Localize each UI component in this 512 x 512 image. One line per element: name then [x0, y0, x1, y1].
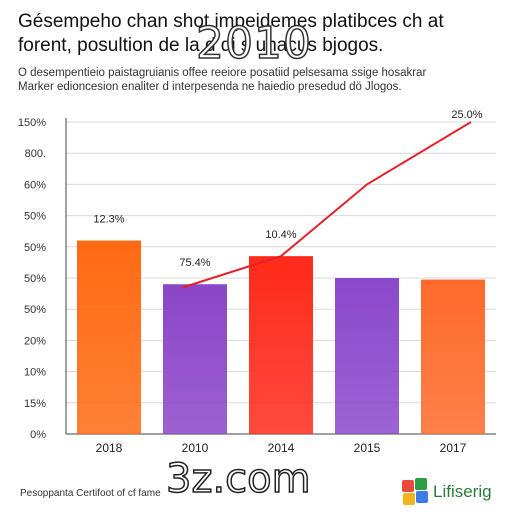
y-tick-label: 50% — [24, 242, 46, 254]
y-tick-label: 20% — [24, 335, 46, 347]
overlay-watermark-bottom: 3z.com — [165, 455, 311, 503]
y-tick-label: 10% — [24, 367, 46, 379]
chart-title: Gésempeho chan shot impeidemes platibces… — [18, 10, 498, 58]
title-line-2: forent, posultion de la d di s unacus bj… — [18, 35, 384, 56]
x-tick-label: 2018 — [96, 441, 123, 455]
trend-end-label: 25.0% — [451, 109, 482, 121]
y-tick-label: 15% — [24, 398, 46, 410]
x-tick-label: 2015 — [354, 441, 381, 455]
logo-squares-icon — [402, 478, 430, 506]
footer-note: Pesoppanta Certifoot of cf fame — [20, 488, 161, 499]
subtitle-line-1: O desempentieio paistagruianis offee ree… — [18, 67, 427, 79]
title-line-1: Gésempeho chan shot impeidemes platibces… — [18, 11, 444, 32]
logo-text: Lifiserig — [433, 482, 492, 501]
x-tick-label: 2017 — [440, 441, 467, 455]
y-tick-label: 50% — [24, 304, 46, 316]
y-tick-label: 60% — [24, 179, 46, 191]
brand-logo: Lifiserig — [402, 478, 492, 506]
y-tick-label: 800. — [25, 148, 46, 160]
bar — [335, 278, 399, 434]
y-tick-label: 50% — [24, 273, 46, 285]
x-tick-label: 2014 — [268, 441, 295, 455]
y-tick-label: 0% — [30, 429, 46, 441]
subtitle-line-2: Marker edioncesion enaliter d interpesen… — [18, 81, 402, 93]
bar-value-label: 10.4% — [265, 229, 296, 241]
trend-line — [182, 121, 472, 289]
bar — [77, 240, 141, 434]
bar-value-label: 75.4% — [179, 257, 210, 269]
bar-value-label: 12.3% — [93, 214, 124, 226]
y-tick-label: 150% — [18, 117, 46, 129]
x-tick-label: 2010 — [182, 441, 209, 455]
bar — [249, 256, 313, 434]
bar — [421, 279, 485, 434]
chart-subtitle: O desempentieio paistagruianis offee ree… — [18, 66, 498, 94]
y-tick-label: 50% — [24, 211, 46, 223]
bar — [163, 284, 227, 434]
overlay-watermark-top: 2010 — [195, 17, 312, 70]
